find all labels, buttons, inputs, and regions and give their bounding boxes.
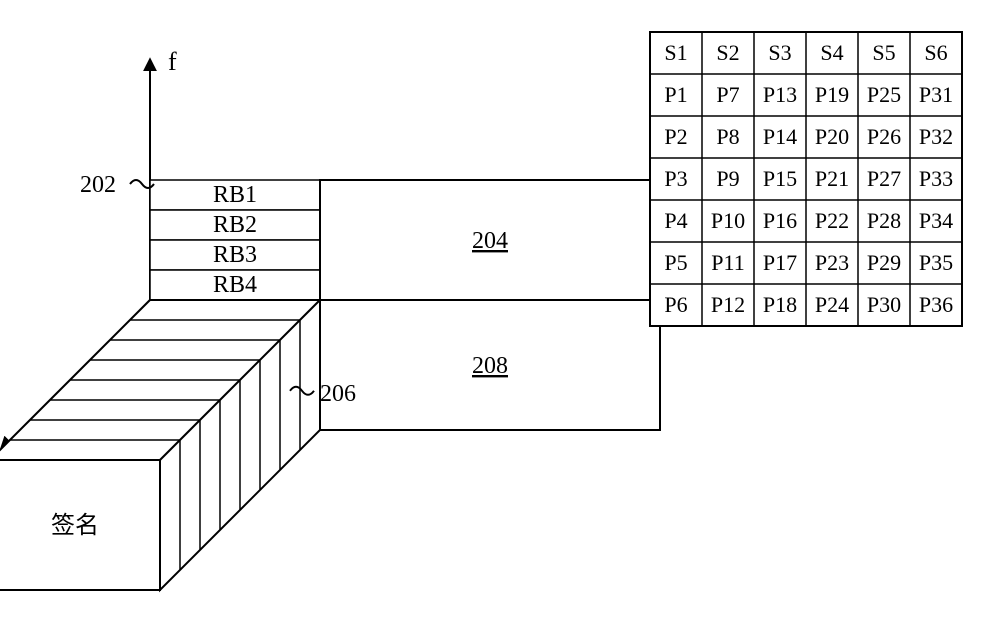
table-cell: P13 bbox=[763, 82, 797, 107]
table-cell: P33 bbox=[919, 166, 953, 191]
cube-signature-label: 签名 bbox=[51, 512, 99, 539]
table-cell: P22 bbox=[815, 208, 849, 233]
table-cell: P24 bbox=[815, 292, 849, 317]
table-cell: P18 bbox=[763, 292, 797, 317]
region-204-label: 204 bbox=[472, 228, 508, 254]
table-cell: P19 bbox=[815, 82, 849, 107]
table-header-cell: S5 bbox=[872, 40, 895, 65]
table-cell: P12 bbox=[711, 292, 745, 317]
table-cell: P21 bbox=[815, 166, 849, 191]
table-cell: P7 bbox=[716, 82, 739, 107]
table-cell: P32 bbox=[919, 124, 953, 149]
table-cell: P1 bbox=[664, 82, 687, 107]
table-cell: P25 bbox=[867, 82, 901, 107]
table-cell: P20 bbox=[815, 124, 849, 149]
f-axis-label: f bbox=[168, 47, 177, 76]
table-cell: P17 bbox=[763, 250, 797, 275]
table-cell: P27 bbox=[867, 166, 901, 191]
table-cell: P6 bbox=[664, 292, 687, 317]
table-cell: P28 bbox=[867, 208, 901, 233]
table-cell: P29 bbox=[867, 250, 901, 275]
table-cell: P15 bbox=[763, 166, 797, 191]
rb-label: RB3 bbox=[213, 242, 257, 268]
table-cell: P34 bbox=[919, 208, 953, 233]
ref-202-label: 202 bbox=[80, 172, 116, 198]
table-header-cell: S1 bbox=[664, 40, 687, 65]
table-cell: P23 bbox=[815, 250, 849, 275]
table-cell: P26 bbox=[867, 124, 901, 149]
table-cell: P14 bbox=[763, 124, 797, 149]
ref-206-label: 206 bbox=[320, 381, 356, 407]
table-cell: P5 bbox=[664, 250, 687, 275]
table-cell: P3 bbox=[664, 166, 687, 191]
region-208-label: 208 bbox=[472, 353, 508, 379]
table-cell: P11 bbox=[711, 250, 744, 275]
table-cell: P9 bbox=[716, 166, 739, 191]
rb-label: RB1 bbox=[213, 182, 257, 208]
rb-label: RB2 bbox=[213, 212, 257, 238]
table-cell: P31 bbox=[919, 82, 953, 107]
table-cell: P4 bbox=[664, 208, 687, 233]
table-cell: P35 bbox=[919, 250, 953, 275]
table-cell: P10 bbox=[711, 208, 745, 233]
table-cell: P16 bbox=[763, 208, 797, 233]
table-header-cell: S3 bbox=[768, 40, 791, 65]
diagram-svg: ft签名RB1RB2RB3RB4204208签名206202S1S2S3S4S5… bbox=[0, 0, 1000, 630]
table-cell: P36 bbox=[919, 292, 953, 317]
rb-label: RB4 bbox=[213, 272, 257, 298]
table-cell: P30 bbox=[867, 292, 901, 317]
table-cell: P2 bbox=[664, 124, 687, 149]
table-header-cell: S6 bbox=[924, 40, 947, 65]
table-cell: P8 bbox=[716, 124, 739, 149]
table-header-cell: S4 bbox=[820, 40, 843, 65]
table-header-cell: S2 bbox=[716, 40, 739, 65]
